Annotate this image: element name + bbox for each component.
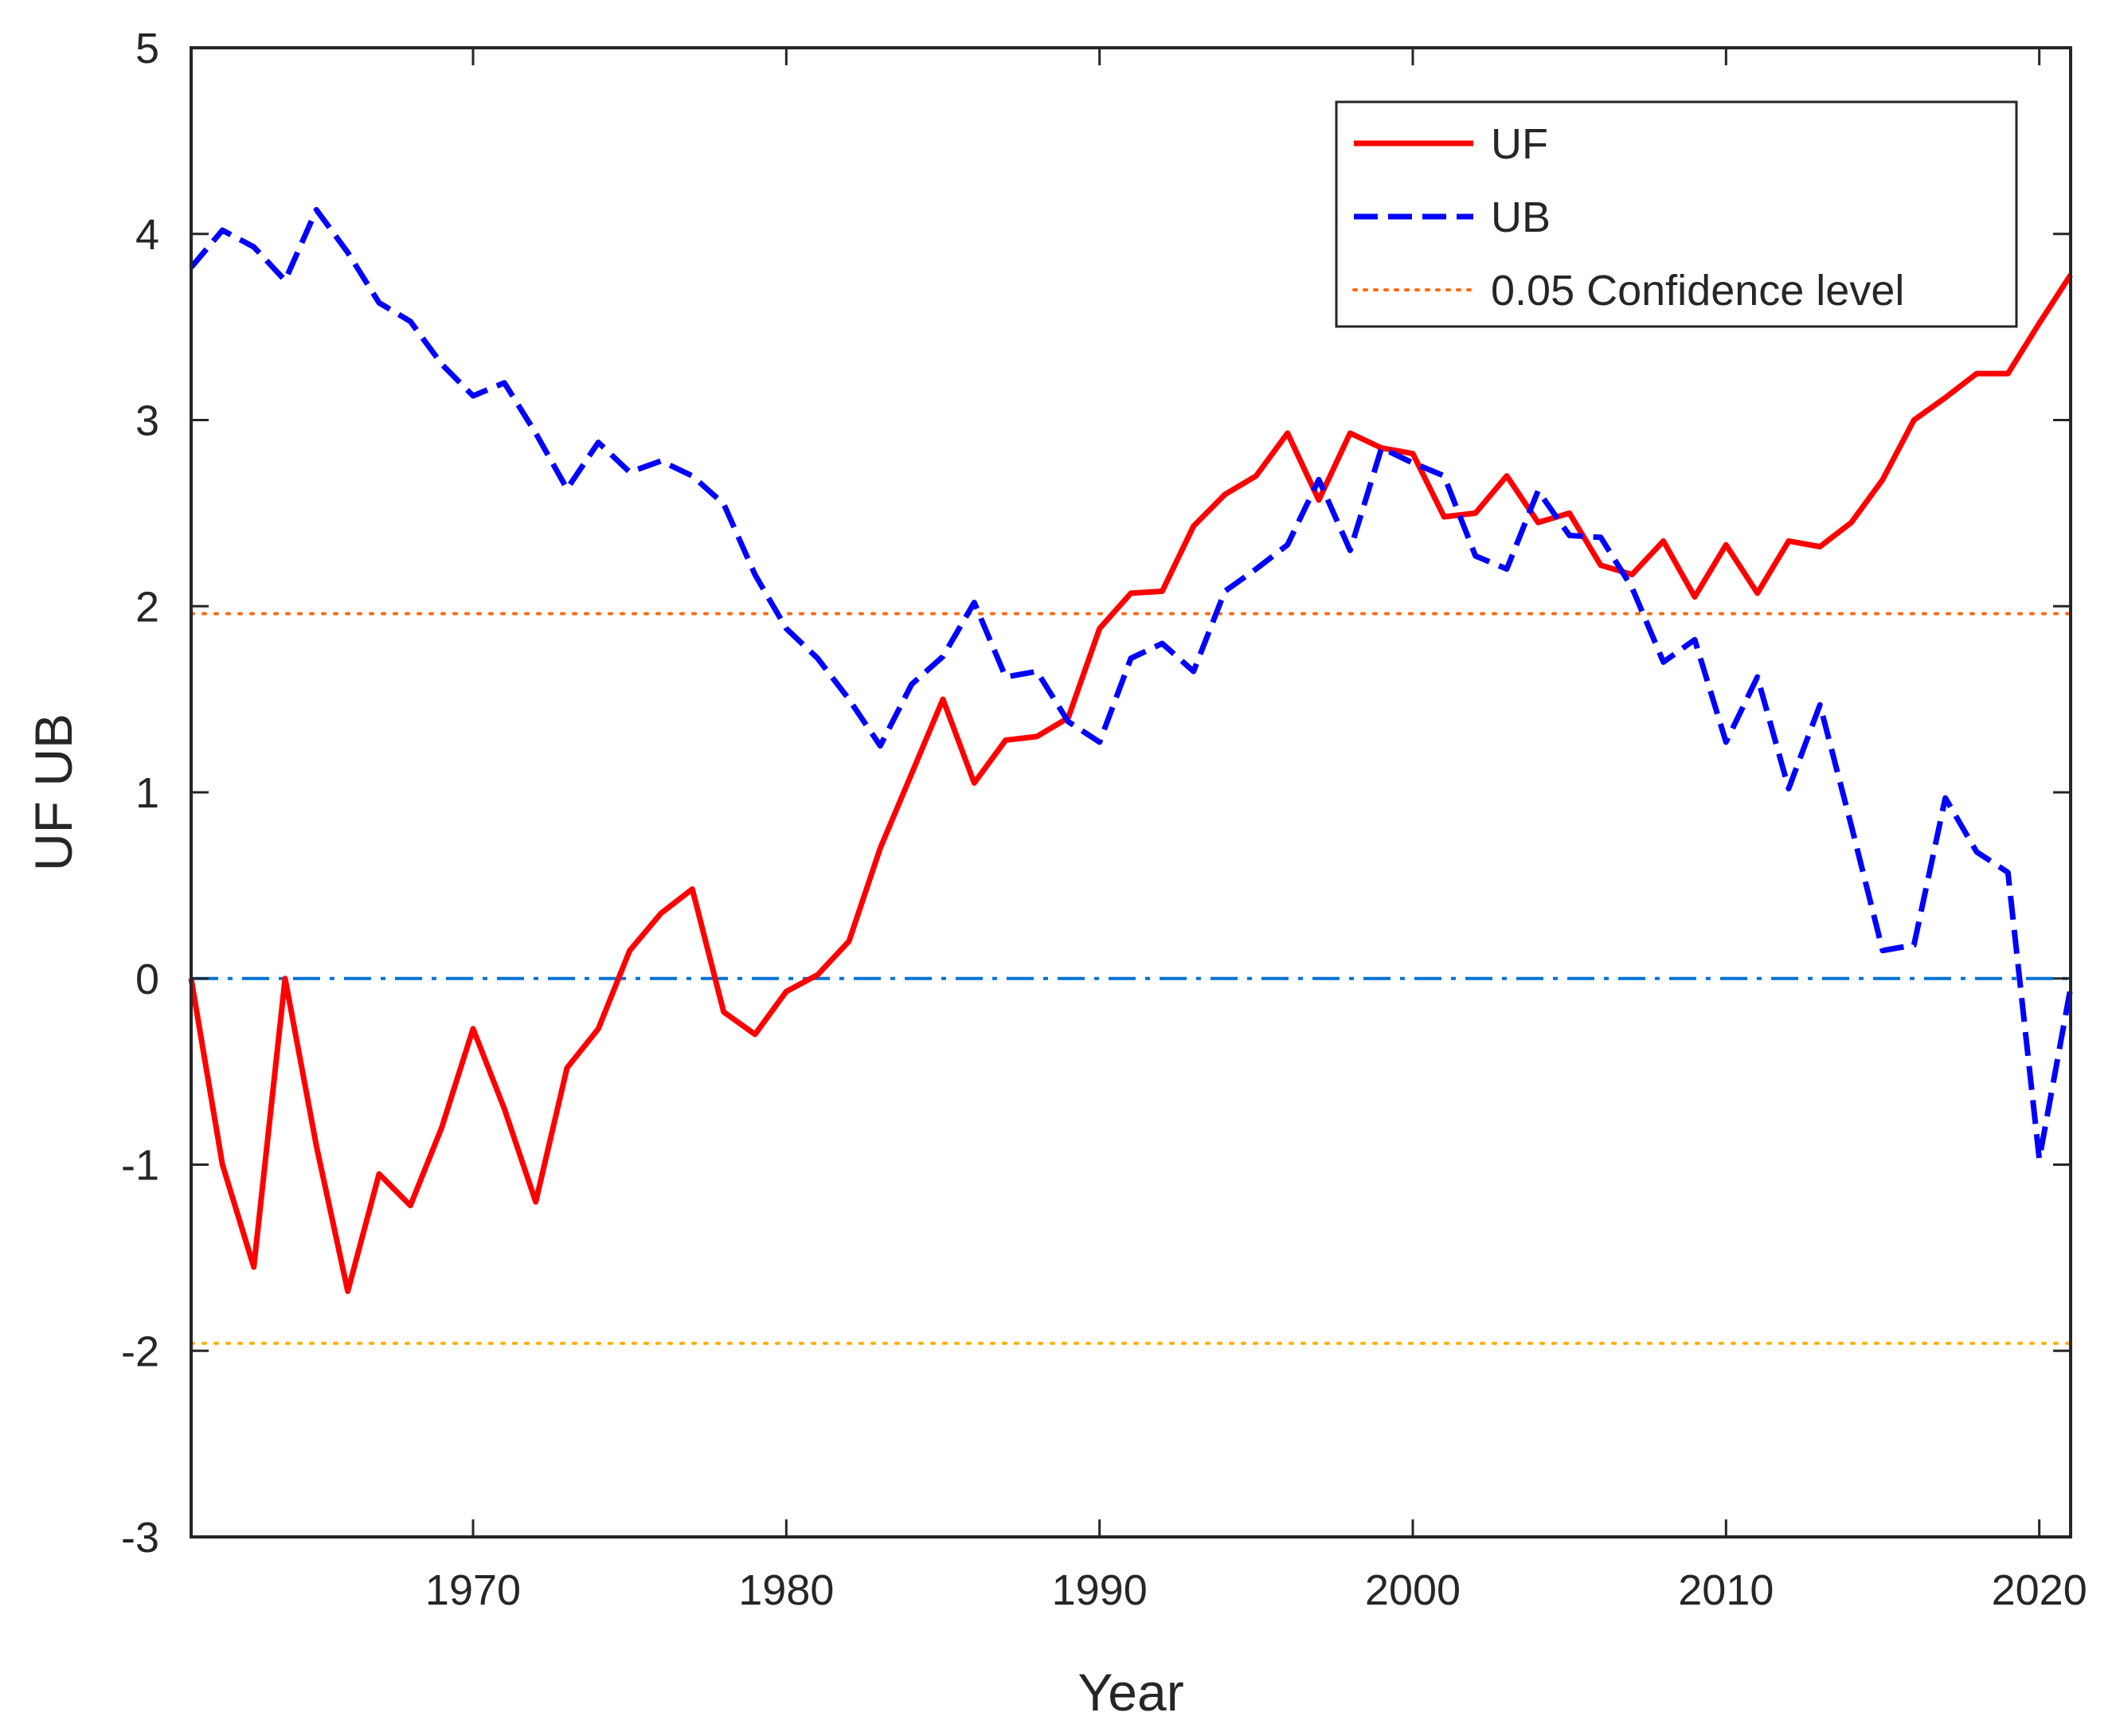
y-tick-label: 5 xyxy=(135,25,159,72)
y-tick-label: 1 xyxy=(135,769,159,817)
y-axis-label: UF UB xyxy=(24,714,83,871)
y-tick-label: 4 xyxy=(135,211,159,259)
x-tick-label: 2010 xyxy=(1678,1566,1774,1614)
y-tick-label: 3 xyxy=(135,397,159,445)
x-axis-ticks: 1970 1980 1990 2000 2010 2020 xyxy=(425,48,2087,1614)
y-tick-label: -1 xyxy=(121,1142,159,1190)
y-tick-label: 2 xyxy=(135,583,159,631)
x-tick-label: 2000 xyxy=(1365,1566,1461,1614)
series-lines xyxy=(188,206,2074,1294)
legend-label-ub: UB xyxy=(1491,194,1551,241)
x-tick-label: 2020 xyxy=(1992,1566,2087,1614)
x-tick-label: 1970 xyxy=(425,1566,521,1614)
legend-label-uf: UF xyxy=(1491,120,1548,168)
y-tick-label: -3 xyxy=(121,1514,159,1562)
legend-label-confidence: 0.05 Confidence level xyxy=(1491,267,1904,315)
reference-lines xyxy=(190,612,2072,1345)
y-axis-ticks: -3 -2 -1 0 1 2 3 4 5 xyxy=(121,25,2071,1562)
x-tick-label: 1990 xyxy=(1052,1566,1148,1614)
legend: UF UB 0.05 Confidence level xyxy=(1335,100,2018,328)
y-tick-label: 0 xyxy=(135,956,159,1003)
y-tick-label: -2 xyxy=(121,1327,159,1375)
series-line-ub xyxy=(189,206,2074,1162)
series-line-uf xyxy=(188,273,2073,1294)
x-axis-label: Year xyxy=(1078,1663,1183,1722)
x-tick-label: 1980 xyxy=(738,1566,834,1614)
